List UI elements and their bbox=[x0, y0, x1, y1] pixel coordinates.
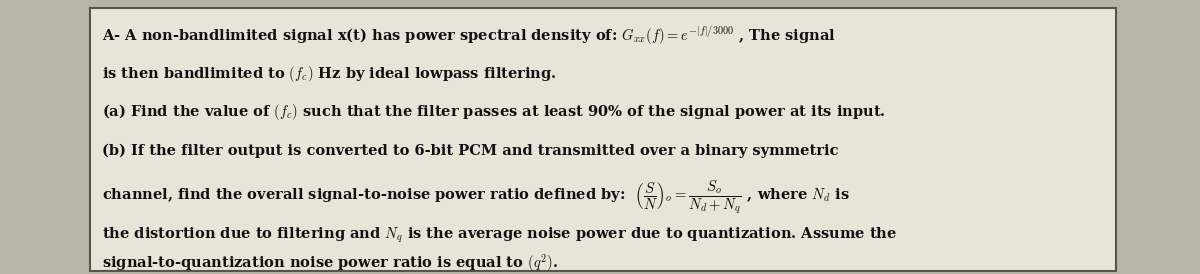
Text: A- A non-bandlimited signal x(t) has power spectral density of: $G_{xx}(f)=e^{-|: A- A non-bandlimited signal x(t) has pow… bbox=[102, 25, 836, 47]
Text: (b) If the filter output is converted to 6-bit PCM and transmitted over a binary: (b) If the filter output is converted to… bbox=[102, 144, 839, 158]
Text: signal-to-quantization noise power ratio is equal to $(q^2)$.: signal-to-quantization noise power ratio… bbox=[102, 252, 558, 274]
Text: (a) Find the value of $(f_c)$ such that the filter passes at least 90% of the si: (a) Find the value of $(f_c)$ such that … bbox=[102, 102, 886, 122]
Text: is then bandlimited to $(f_c)$ Hz by ideal lowpass filtering.: is then bandlimited to $(f_c)$ Hz by ide… bbox=[102, 64, 557, 84]
Text: channel, find the overall signal-to-noise power ratio defined by:  $\left(\dfrac: channel, find the overall signal-to-nois… bbox=[102, 179, 850, 216]
FancyBboxPatch shape bbox=[90, 8, 1116, 271]
Text: the distortion due to filtering and $N_q$ is the average noise power due to quan: the distortion due to filtering and $N_q… bbox=[102, 226, 898, 245]
